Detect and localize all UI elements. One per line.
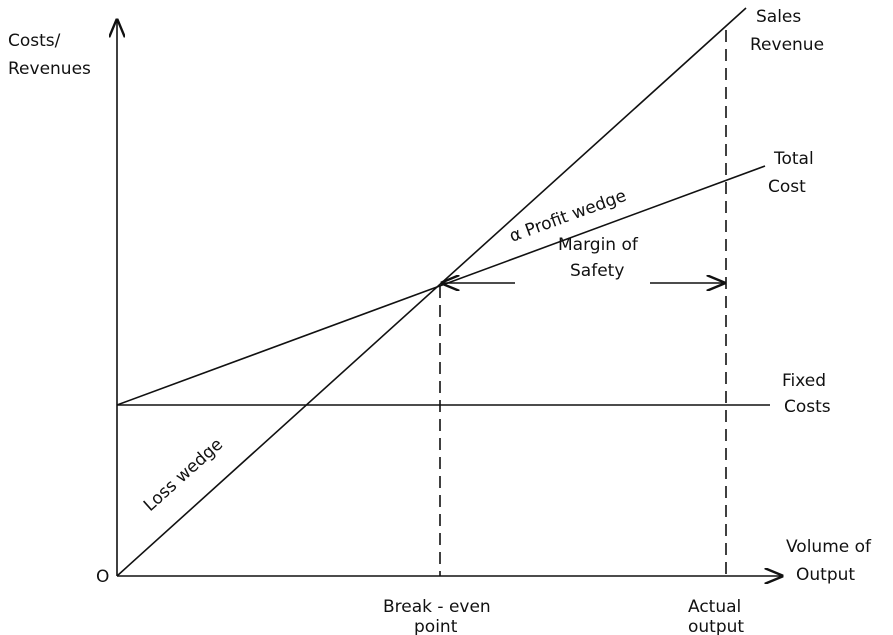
origin-label: O [96, 567, 109, 587]
x-axis-label: Output [796, 565, 855, 585]
break-even-label: point [414, 617, 458, 635]
y-axis-label: Revenues [8, 59, 91, 79]
actual-output-label: output [688, 617, 744, 635]
margin-of-safety-label: Safety [570, 261, 624, 281]
total-cost-label: Cost [768, 177, 806, 197]
sales-revenue-line [116, 7, 747, 577]
y-axis-label: Costs/ [8, 31, 61, 51]
x-axis-label: Volume of [786, 537, 872, 557]
total-cost-label: Total [773, 149, 814, 169]
break-even-label: Break - even [383, 597, 491, 617]
actual-output-label: Actual [688, 597, 741, 617]
fixed-costs-label: Costs [784, 397, 831, 417]
total-cost-line [116, 165, 766, 406]
sales-revenue-label: Sales [756, 7, 801, 27]
loss-wedge-label: Loss wedge [140, 435, 227, 516]
sales-revenue-label: Revenue [750, 35, 824, 55]
margin-of-safety-label: Margin of [558, 235, 639, 255]
fixed-costs-label: Fixed [782, 371, 826, 391]
